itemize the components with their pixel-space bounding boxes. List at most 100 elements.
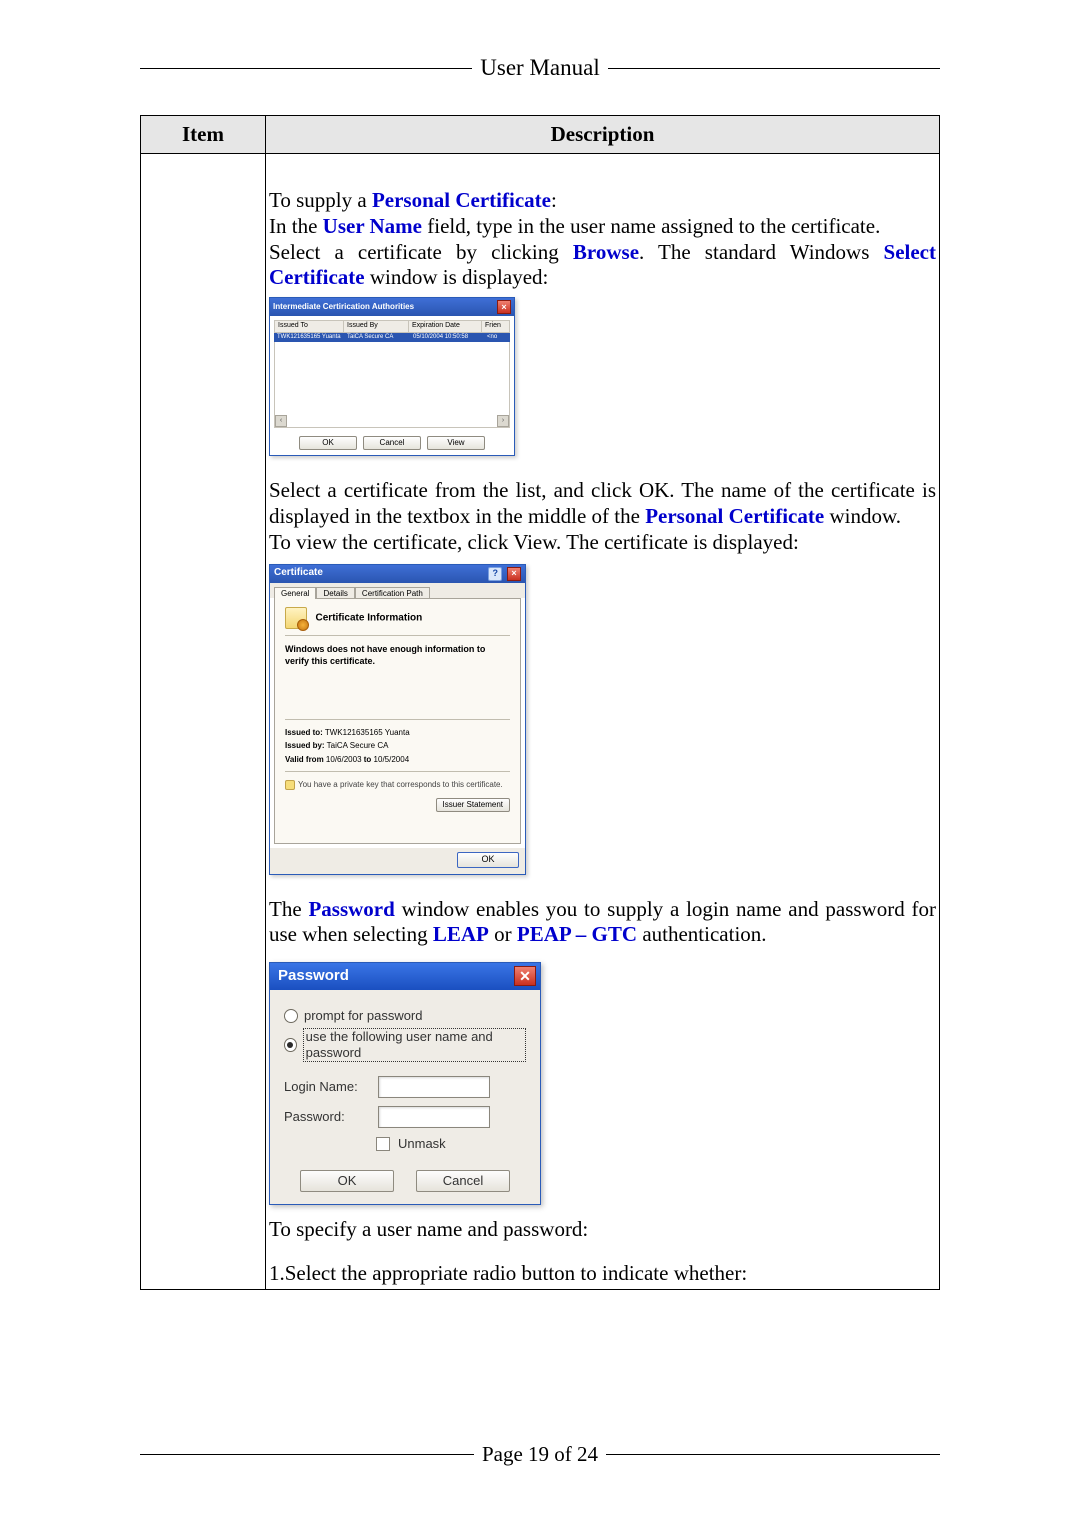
help-icon[interactable]: ? — [488, 567, 502, 581]
radio-prompt[interactable]: prompt for password — [284, 1008, 526, 1024]
radio-label: use the following user name and password — [303, 1028, 526, 1062]
text: Select a certificate by clicking — [269, 240, 573, 264]
cert-titlebar[interactable]: Certificate ? × — [270, 565, 525, 583]
cell-issued-by: TaiCA Secure CA — [344, 333, 410, 342]
ok-button[interactable]: OK — [300, 1170, 394, 1192]
radio-dot-icon — [287, 1042, 293, 1048]
cell-expiration-date: 05/10/2004 10:50:58 — [410, 333, 484, 342]
row-login-name: Login Name: — [284, 1076, 526, 1098]
page-footer: Page 19 of 24 — [140, 1442, 940, 1467]
value-to: 10/5/2004 — [374, 755, 410, 764]
ica-list: Issued To Issued By Expiration Date Frie… — [274, 320, 510, 428]
header-rule-right — [608, 68, 940, 69]
radio-icon[interactable] — [284, 1038, 297, 1052]
header-rule-left — [140, 68, 472, 69]
close-icon[interactable]: × — [497, 300, 511, 314]
ica-buttons: OK Cancel View — [270, 432, 514, 455]
value: TaiCA Secure CA — [327, 741, 389, 750]
label: Valid from — [285, 755, 324, 764]
window-password: Password ✕ prompt for password — [269, 962, 541, 1205]
login-name-input[interactable] — [378, 1076, 490, 1098]
checkbox-icon[interactable] — [376, 1137, 390, 1151]
scroll-right-icon[interactable]: › — [497, 415, 509, 427]
cert-panel: Certificate Information Windows does not… — [274, 598, 521, 844]
tail-line-1: To specify a user name and password: — [269, 1217, 936, 1243]
page: User Manual Item Description To supply a… — [0, 0, 1080, 1527]
unmask-label: Unmask — [398, 1136, 446, 1152]
table-row: To supply a Personal Certificate: In the… — [141, 154, 940, 1290]
page-header: User Manual — [140, 55, 940, 81]
col-issued-by[interactable]: Issued By — [344, 321, 409, 332]
ok-button[interactable]: OK — [457, 852, 519, 867]
page-number: Page 19 of 24 — [482, 1442, 598, 1467]
certificate-icon — [285, 607, 307, 629]
term-personal-certificate: Personal Certificate — [372, 188, 551, 212]
text: : — [551, 188, 557, 212]
ica-row-selected[interactable]: TWK121635165 Yuanta TaiCA Secure CA 05/1… — [274, 333, 510, 342]
ok-button[interactable]: OK — [299, 436, 357, 450]
row-password: Password: — [284, 1106, 526, 1128]
cert-title: Certificate — [274, 567, 323, 579]
ica-blank-area: ‹ › — [274, 342, 510, 428]
value-from: 10/6/2003 — [326, 755, 362, 764]
cert-ok-row: OK — [270, 848, 525, 873]
term-leap: LEAP — [433, 922, 489, 946]
ica-title: Intermediate Certirication Authorities — [273, 302, 414, 312]
text: field, type in the user name assigned to… — [422, 214, 880, 238]
tab-general[interactable]: General — [274, 587, 316, 600]
text: To supply a — [269, 188, 372, 212]
text: authentication. — [637, 922, 766, 946]
divider — [285, 635, 510, 636]
window-certificate: Certificate ? × General Details Certific… — [269, 564, 526, 875]
login-name-label: Login Name: — [284, 1079, 370, 1095]
pwd-title: Password — [278, 967, 349, 985]
cert-issued-by: Issued by: TaiCA Secure CA — [285, 741, 510, 751]
cancel-button[interactable]: Cancel — [416, 1170, 510, 1192]
radio-icon[interactable] — [284, 1009, 298, 1023]
text: In the — [269, 214, 323, 238]
mid-paragraph-1: Select a certificate from the list, and … — [269, 478, 936, 530]
pwd-titlebar[interactable]: Password ✕ — [270, 963, 540, 990]
password-intro: The Password window enables you to suppl… — [269, 897, 936, 949]
radio-use-credentials[interactable]: use the following user name and password — [284, 1028, 526, 1062]
pwd-form: Login Name: Password: — [284, 1076, 526, 1152]
text: You have a private key that corresponds … — [298, 780, 503, 789]
cert-tabs: General Details Certification Path — [270, 583, 525, 599]
cert-validity: Valid from 10/6/2003 to 10/5/2004 — [285, 755, 510, 765]
intro-paragraph: To supply a Personal Certificate: In the… — [269, 188, 936, 291]
divider — [285, 719, 510, 720]
cert-private-key-note: You have a private key that corresponds … — [285, 780, 510, 790]
text: The — [269, 897, 308, 921]
cert-issued-to: Issued to: TWK121635165 Yuanta — [285, 728, 510, 738]
close-icon[interactable]: × — [507, 567, 521, 581]
text: window is displayed: — [365, 265, 549, 289]
term-browse: Browse — [573, 240, 639, 264]
text: . The standard Windows — [639, 240, 884, 264]
term-personal-certificate: Personal Certificate — [645, 504, 824, 528]
row-unmask[interactable]: Unmask — [376, 1136, 526, 1152]
col-issued-to[interactable]: Issued To — [275, 321, 344, 332]
cell-item — [141, 154, 266, 1290]
cert-info-header: Certificate Information — [285, 607, 510, 629]
mid-paragraph-2: To view the certificate, click View. The… — [269, 530, 936, 556]
footer-rule-right — [606, 1454, 940, 1455]
close-icon[interactable]: ✕ — [514, 966, 536, 986]
ica-titlebar[interactable]: Intermediate Certirication Authorities × — [270, 298, 514, 316]
issuer-statement-button[interactable]: Issuer Statement — [436, 798, 510, 812]
col-header-item: Item — [141, 116, 266, 154]
scroll-left-icon[interactable]: ‹ — [275, 415, 287, 427]
cancel-button[interactable]: Cancel — [363, 436, 421, 450]
label: Issued to: — [285, 728, 323, 737]
col-expiration-date[interactable]: Expiration Date — [409, 321, 482, 332]
view-button[interactable]: View — [427, 436, 485, 450]
pwd-buttons: OK Cancel — [284, 1170, 526, 1192]
content-table: Item Description To supply a Personal Ce… — [140, 115, 940, 1290]
text: or — [489, 922, 517, 946]
value: TWK121635165 Yuanta — [325, 728, 410, 737]
issuer-button-row: Issuer Statement — [285, 798, 510, 812]
password-input[interactable] — [378, 1106, 490, 1128]
term-user-name: User Name — [323, 214, 422, 238]
ica-column-headers: Issued To Issued By Expiration Date Frie… — [274, 320, 510, 333]
col-friendly[interactable]: Frien — [482, 321, 509, 332]
cert-info-title: Certificate Information — [316, 613, 423, 624]
